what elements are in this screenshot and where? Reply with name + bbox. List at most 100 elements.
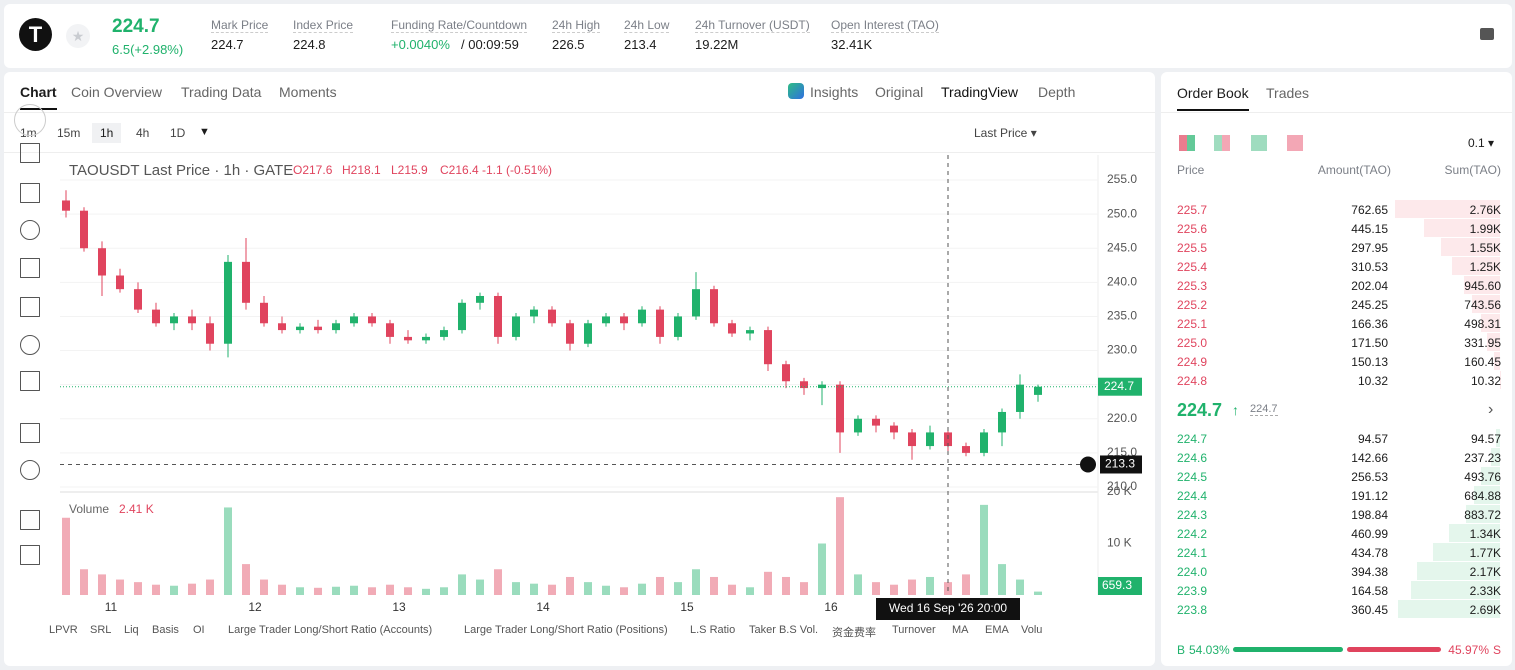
tab[interactable]: Moments	[279, 84, 337, 100]
candle-body	[224, 261, 232, 344]
ob-price: 225.6	[1177, 222, 1208, 236]
favorite-star[interactable]: ★	[66, 24, 90, 48]
crosshair-time-label: Wed 16 Sep '26 20:00	[889, 601, 1007, 615]
x-tick-label: 16	[824, 600, 838, 614]
depth-bar	[1397, 600, 1500, 618]
candle-body	[656, 309, 664, 337]
view-both[interactable]	[1179, 135, 1195, 151]
ob-price: 224.8	[1177, 374, 1208, 388]
candle-body	[710, 289, 718, 324]
draw-tool[interactable]	[20, 335, 40, 355]
ob-amount: 171.50	[1351, 336, 1388, 350]
volume-bar	[800, 582, 808, 595]
candle-body	[332, 323, 340, 331]
draw-tool[interactable]	[20, 143, 40, 163]
draw-tool[interactable]	[20, 258, 40, 278]
indicator[interactable]: MA	[952, 624, 969, 636]
y-tick-label: 255.0	[1107, 172, 1137, 186]
y-tick-label: 245.0	[1107, 240, 1137, 254]
indicator[interactable]: Large Trader Long/Short Ratio (Accounts)	[228, 624, 433, 636]
ob-price: 224.3	[1177, 508, 1208, 522]
indicator[interactable]: Taker B.S Vol.	[749, 624, 819, 636]
draw-tool[interactable]	[20, 183, 40, 203]
volume-bar	[170, 585, 178, 595]
ob-sum: 2.33K	[1469, 584, 1501, 598]
indicator[interactable]: 资金费率	[832, 627, 876, 639]
stat-extra: / 00:09:59	[461, 37, 519, 52]
indicator[interactable]: OI	[193, 624, 205, 636]
view-tab[interactable]: Depth	[1038, 84, 1076, 100]
candle-body	[422, 336, 430, 341]
volume-bar	[206, 579, 214, 595]
ob-tab[interactable]: Order Book	[1177, 85, 1249, 111]
indicator[interactable]: EMA	[985, 624, 1009, 636]
indicator[interactable]: Basis	[152, 624, 179, 636]
candle-body	[692, 289, 700, 317]
indicator[interactable]: L.S Ratio	[690, 624, 736, 636]
view-tab[interactable]: TradingView	[941, 84, 1019, 100]
ob-price: 223.9	[1177, 584, 1208, 598]
x-tick-label: 14	[536, 600, 550, 614]
draw-tool[interactable]	[20, 297, 40, 317]
indicator[interactable]: Turnover	[892, 624, 936, 636]
candle-body	[620, 316, 628, 324]
tab[interactable]: Coin Overview	[71, 84, 163, 100]
volume-bar	[854, 574, 862, 595]
indicator[interactable]: SRL	[90, 624, 112, 636]
interval[interactable]: 4h	[136, 126, 150, 140]
depth-bar	[1481, 314, 1500, 332]
view-bids[interactable]	[1214, 135, 1230, 151]
indicator[interactable]: LPVR	[49, 624, 78, 636]
tab[interactable]: Trading Data	[181, 84, 262, 100]
indicator[interactable]: Large Trader Long/Short Ratio (Positions…	[464, 624, 668, 636]
view-asks-only[interactable]	[1287, 135, 1303, 151]
volume-bar	[512, 582, 520, 595]
volume-title: Volume	[69, 502, 109, 516]
candle-body	[530, 309, 538, 317]
y-tick-label: 235.0	[1107, 309, 1137, 323]
x-tick-label: 11	[105, 600, 118, 614]
ob-more[interactable]: ›	[1488, 401, 1494, 418]
chart-title: TAOUSDT Last Price · 1h · GATE	[69, 162, 293, 179]
candle-body	[980, 432, 988, 453]
depth-bar	[1481, 467, 1500, 485]
ob-tab[interactable]: Trades	[1266, 85, 1310, 101]
interval[interactable]: 1D	[170, 126, 186, 140]
draw-tool[interactable]	[14, 104, 46, 136]
candle-body	[548, 309, 556, 324]
ob-price: 224.4	[1177, 489, 1208, 503]
view-bids-only[interactable]	[1251, 135, 1267, 151]
draw-tool[interactable]	[20, 545, 40, 565]
notes-icon[interactable]	[1480, 28, 1494, 40]
draw-tool[interactable]	[20, 460, 40, 480]
ob-sum: 237.23	[1464, 451, 1501, 465]
volume-bar	[494, 569, 502, 595]
col-amount: Amount(TAO)	[1317, 163, 1391, 177]
stat-label: Mark Price	[211, 18, 269, 33]
interval[interactable]: 1h	[92, 123, 122, 143]
indicator[interactable]: Volu	[1021, 624, 1043, 636]
draw-tool[interactable]	[20, 220, 40, 240]
col-price: Price	[1177, 163, 1205, 177]
dropdown-arrow[interactable]: ▼	[199, 126, 210, 138]
step-select[interactable]: 0.1 ▾	[1468, 136, 1495, 150]
ob-amount: 460.99	[1351, 527, 1388, 541]
candle-body	[98, 248, 106, 276]
ob-price: 225.3	[1177, 279, 1208, 293]
draw-tool[interactable]	[20, 371, 40, 391]
depth-bar	[1452, 257, 1500, 275]
price-type[interactable]: Last Price ▾	[974, 126, 1037, 140]
view-tab[interactable]: Insights	[810, 84, 859, 100]
ob-price: 224.9	[1177, 355, 1208, 369]
depth-bar	[1449, 524, 1500, 542]
indicator[interactable]: Liq	[124, 624, 139, 636]
view-tab[interactable]: Original	[875, 84, 924, 100]
x-tick-label: 12	[248, 600, 262, 614]
draw-tool[interactable]	[20, 510, 40, 530]
candle-body	[350, 316, 358, 324]
chart: TAOUSDT Last Price · 1h · GATE O217.6 H2…	[60, 155, 1142, 620]
draw-tool[interactable]	[20, 423, 40, 443]
interval[interactable]: 15m	[57, 126, 81, 140]
candle-body	[944, 432, 952, 447]
volume-bar	[710, 576, 718, 595]
